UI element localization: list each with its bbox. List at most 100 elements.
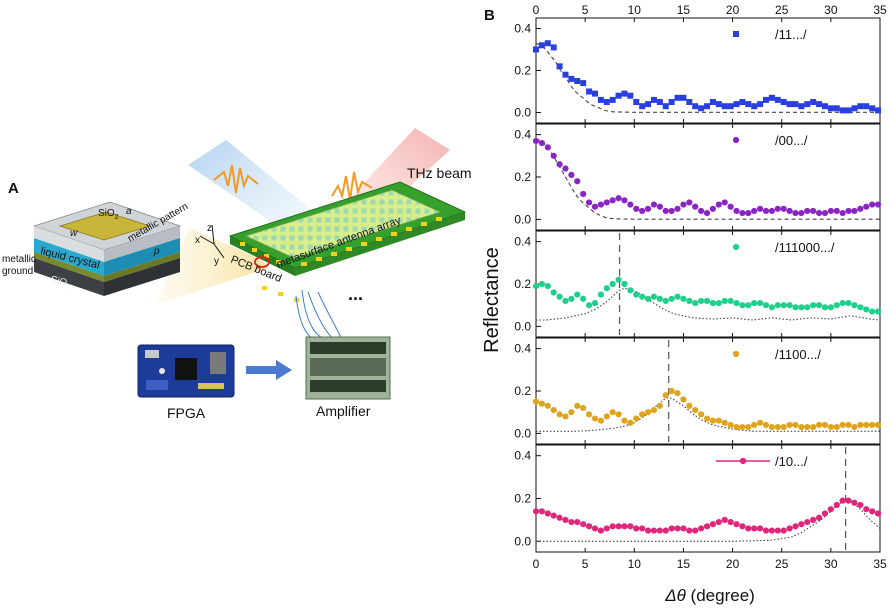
data-point	[804, 304, 811, 311]
data-point	[792, 209, 799, 217]
unit-cell-side-metal	[104, 252, 180, 282]
data-point	[556, 63, 563, 70]
data-point	[627, 201, 634, 208]
data-point	[857, 304, 864, 311]
data-point	[786, 421, 793, 429]
data-point	[845, 497, 852, 504]
data-point	[591, 90, 598, 97]
data-point	[550, 406, 557, 414]
unit-cell-front-sio2	[34, 226, 104, 262]
data-point	[568, 409, 575, 416]
data-point	[633, 99, 640, 105]
y-tick-label: 0.0	[514, 212, 531, 226]
dim-p-label: p	[153, 246, 160, 257]
data-point	[538, 42, 545, 49]
chart-panel-4: 0.0 0.2 0.4/1100.../	[514, 337, 882, 445]
data-point	[845, 421, 852, 429]
axis-x-arrow	[199, 235, 215, 245]
data-point	[821, 304, 829, 311]
data-point	[815, 514, 823, 521]
data-point	[597, 291, 604, 298]
data-point	[768, 304, 775, 311]
guide-curve	[536, 287, 881, 321]
data-point	[816, 101, 823, 108]
data-point	[597, 201, 604, 208]
y-tick-label: 0.2	[514, 492, 531, 506]
data-point	[686, 402, 693, 409]
data-point	[780, 423, 787, 431]
data-point	[869, 105, 876, 112]
data-point	[574, 78, 581, 84]
data-point	[845, 299, 852, 307]
panel-b: B Reflectance Δθ (degree) 0.00.20.40 5 10 1…	[481, 3, 887, 605]
data-point	[874, 201, 882, 208]
data-point	[562, 71, 569, 78]
data-point	[668, 99, 675, 105]
data-point	[644, 409, 652, 416]
data-point	[857, 421, 864, 429]
data-point	[574, 518, 581, 526]
data-point	[786, 302, 793, 309]
fpga-board	[137, 344, 235, 398]
data-point	[680, 525, 687, 532]
data-point	[603, 525, 610, 532]
data-point	[692, 406, 699, 414]
data-point	[585, 199, 593, 206]
data-point	[686, 199, 693, 206]
data-point	[821, 103, 828, 110]
data-point	[644, 527, 652, 534]
data-point	[698, 297, 705, 305]
data-point	[715, 299, 722, 307]
data-point	[810, 423, 817, 431]
data-point	[556, 514, 563, 521]
y-tick-label: 0.2	[514, 277, 531, 291]
data-point	[533, 46, 539, 53]
data-point	[751, 299, 758, 307]
data-point	[821, 421, 829, 429]
data-point	[656, 99, 663, 105]
data-point	[639, 525, 646, 532]
data-point	[780, 99, 787, 105]
data-point	[863, 103, 870, 110]
data-point	[851, 302, 858, 309]
legend-label: /111000.../	[775, 240, 835, 255]
data-point	[538, 400, 545, 407]
data-point	[709, 417, 717, 424]
data-point	[792, 523, 799, 530]
data-point	[869, 508, 876, 515]
data-point	[815, 209, 823, 217]
data-point	[585, 523, 593, 530]
data-point	[603, 413, 610, 420]
data-point	[591, 203, 599, 210]
data-point	[733, 207, 740, 215]
data-point	[562, 413, 569, 420]
data-point	[686, 527, 693, 534]
bottom-x-tick-label: 15	[677, 557, 691, 571]
data-point	[627, 523, 634, 530]
data-point	[745, 101, 752, 108]
y-tick-label: 0.0	[514, 106, 531, 120]
control-wires	[295, 289, 343, 341]
data-point	[615, 411, 622, 418]
y-tick-label: 0.4	[514, 22, 531, 36]
data-point	[774, 96, 781, 103]
data-point	[727, 203, 734, 210]
data-point	[851, 423, 858, 431]
data-point	[644, 205, 652, 212]
data-point	[768, 94, 775, 101]
data-point	[680, 94, 687, 101]
data-point	[863, 203, 870, 210]
data-point	[733, 423, 740, 431]
data-point	[615, 195, 622, 202]
data-point	[538, 508, 545, 515]
data-point	[550, 512, 557, 519]
guide-curve	[535, 42, 880, 113]
data-point	[721, 516, 728, 524]
data-point	[692, 527, 699, 534]
data-point	[621, 90, 628, 97]
guide-curve	[536, 396, 880, 432]
data-point	[703, 415, 711, 422]
bottom-x-tick-label: 30	[824, 557, 838, 571]
ellipsis-label: ...	[348, 284, 363, 304]
data-point	[662, 297, 669, 305]
